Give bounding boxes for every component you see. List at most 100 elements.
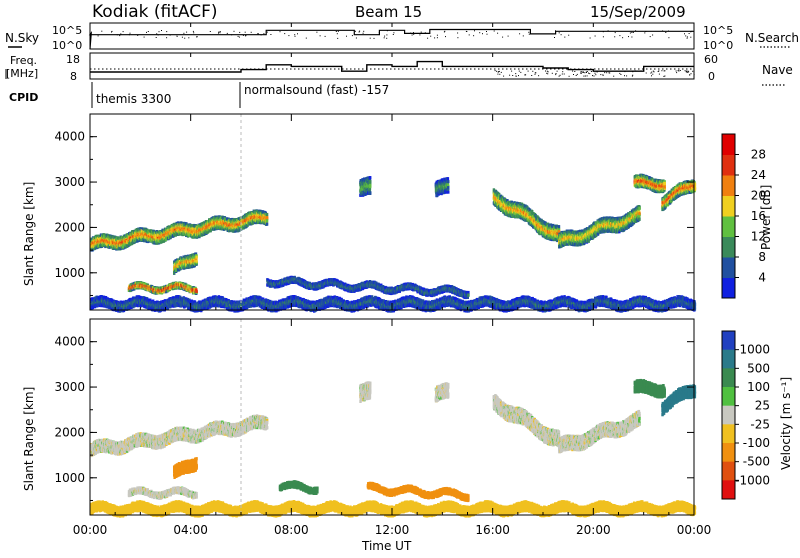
- noise-search-dot: [231, 34, 232, 35]
- noise-search-dot: [183, 33, 184, 34]
- nave-dot: [503, 76, 504, 77]
- noise-right-label: N.Search: [745, 31, 799, 45]
- cpid-mode-2: normalsound (fast) -157: [244, 83, 389, 97]
- noise-search-dot: [245, 32, 246, 33]
- noise-search-dot: [608, 30, 609, 31]
- noise-search-dot: [220, 31, 221, 32]
- nave-dot: [499, 74, 500, 75]
- nave-dot: [678, 71, 679, 72]
- noise-search-dot: [112, 31, 113, 32]
- nave-dot: [600, 74, 601, 75]
- noise-search-dot: [359, 32, 360, 33]
- nave-dot: [532, 71, 533, 72]
- nave-dot: [592, 75, 593, 76]
- noise-search-dot: [635, 30, 636, 31]
- noise-traces: [90, 30, 694, 50]
- nave-dot: [658, 71, 659, 72]
- noise-search-dot: [161, 30, 162, 31]
- noise-search-dot: [166, 37, 167, 38]
- nave-dot: [552, 73, 553, 74]
- noise-search-dot: [159, 31, 160, 32]
- noise-search-dot: [689, 33, 690, 34]
- noise-search-dot: [227, 33, 228, 34]
- noise-search-dot: [156, 33, 157, 34]
- nave-dot: [562, 71, 563, 72]
- noise-search-dot: [410, 33, 411, 34]
- nave-dot: [572, 71, 573, 72]
- nave-dot: [528, 71, 529, 72]
- nave-dot: [591, 71, 592, 72]
- nave-dot: [651, 75, 652, 76]
- noise-search-dot: [218, 32, 219, 33]
- noise-search-dot: [486, 31, 487, 32]
- power-cell: [266, 223, 268, 226]
- freq-label-line2: [MHz]: [6, 67, 38, 80]
- noise-search-dot: [603, 31, 604, 32]
- noise-search-dot: [251, 32, 252, 33]
- nave-dot: [652, 74, 653, 75]
- noise-search-dot: [148, 31, 149, 32]
- noise-search-dot: [457, 37, 458, 38]
- noise-search-dot: [270, 34, 271, 35]
- nave-dot: [584, 72, 585, 73]
- nave-dot: [497, 74, 498, 75]
- noise-search-dot: [564, 37, 565, 38]
- nave-dot: [602, 74, 603, 75]
- noise-search-dot: [437, 37, 438, 38]
- cpid-mode-1: themis 3300: [96, 92, 171, 106]
- noise-search-dot: [130, 33, 131, 34]
- noise-search-dot: [684, 33, 685, 34]
- nave-dot: [582, 72, 583, 73]
- nave-dot: [499, 71, 500, 72]
- noise-search-dot: [559, 32, 560, 33]
- power-cell: [266, 213, 268, 216]
- nave-dot: [538, 75, 539, 76]
- nave-dot: [546, 73, 547, 74]
- noise-search-dot: [177, 36, 178, 37]
- noise-search-dot: [595, 36, 596, 37]
- noise-search-dot: [337, 33, 338, 34]
- nave-dot: [564, 74, 565, 75]
- noise-search-dot: [421, 32, 422, 33]
- noise-search-dot: [352, 35, 353, 36]
- nave-dot: [635, 70, 636, 71]
- noise-search-dot: [434, 37, 435, 38]
- nave-dot: [574, 71, 575, 72]
- noise-search-dot: [234, 31, 235, 32]
- nave-dot: [646, 73, 647, 74]
- noise-search-dot: [487, 34, 488, 35]
- noise-search-dot: [294, 34, 295, 35]
- noise-search-dot: [469, 34, 470, 35]
- noise-search-dot: [561, 34, 562, 35]
- noise-search-dot: [193, 32, 194, 33]
- nave-dot: [501, 72, 502, 73]
- noise-sky-line: [90, 30, 694, 50]
- nave-dot: [641, 70, 642, 71]
- nave-dot: [620, 74, 621, 75]
- noise-search-dot: [356, 38, 357, 39]
- noise-search-dot: [497, 33, 498, 34]
- noise-search-dot: [297, 33, 298, 34]
- noise-search-dot: [137, 35, 138, 36]
- noise-search-dot: [320, 35, 321, 36]
- nave-dot: [694, 74, 695, 75]
- freq-left-tick-bottom: 8: [70, 70, 77, 83]
- freq-right-tick-bottom: 0: [708, 70, 715, 83]
- noise-search-dot: [193, 31, 194, 32]
- power-heatmap: [90, 114, 696, 313]
- noise-search-dot: [652, 35, 653, 36]
- noise-search-dot: [166, 31, 167, 32]
- noise-search-dot: [662, 30, 663, 31]
- noise-search-dot: [197, 36, 198, 37]
- noise-search-dot: [529, 34, 530, 35]
- nave-dot: [650, 73, 651, 74]
- nave-dot: [654, 71, 655, 72]
- nave-dot: [676, 71, 677, 72]
- noise-search-dot: [359, 31, 360, 32]
- nave-dot: [587, 75, 588, 76]
- noise-search-dot: [393, 34, 394, 35]
- freq-line: [90, 62, 694, 72]
- nave-dot: [609, 73, 610, 74]
- nave-label: Nave: [762, 63, 793, 77]
- nave-dot: [557, 71, 558, 72]
